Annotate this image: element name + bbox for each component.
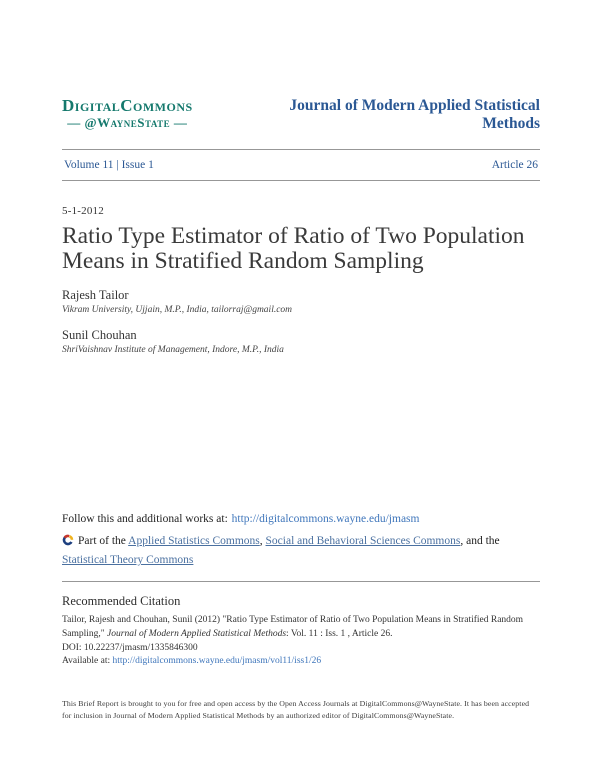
part-of-line: Part of the Applied Statistics Commons , … [62, 532, 540, 570]
article-number-label: Article 26 [491, 158, 538, 171]
volume-issue-label: Volume 11 | Issue 1 [64, 158, 154, 171]
journal-title: Journal of Modern Applied Statistical Me… [289, 97, 540, 133]
author-affiliation: Vikram University, Ujjain, M.P., India, … [62, 305, 293, 316]
recommended-citation-heading: Recommended Citation [62, 594, 181, 609]
footer-note: This Brief Report is brought to you for … [62, 699, 530, 721]
available-at-link[interactable]: http://digitalcommons.wayne.edu/jmasm/vo… [112, 656, 322, 667]
author-name: Rajesh Tailor [62, 288, 129, 303]
repository-link[interactable]: http://digitalcommons.wayne.edu/jmasm [231, 513, 420, 526]
logo-line-waynestate: — @WayneState — [67, 114, 188, 130]
citation-part2: : Vol. 11 : Iss. 1 , Article 26. [286, 628, 393, 639]
digitalcommons-logo: DigitalCommons — @WayneState — [62, 97, 193, 129]
available-at-label: Available at: [62, 656, 113, 667]
available-at-line: Available at: http://digitalcommons.wayn… [62, 655, 540, 669]
separator: , [259, 535, 266, 548]
separator: , and the [460, 535, 500, 548]
issue-bar: Volume 11 | Issue 1 Article 26 [62, 148, 540, 181]
follow-line: Follow this and additional works at: htt… [62, 513, 540, 525]
follow-section: Follow this and additional works at: htt… [62, 513, 540, 570]
logo-line-digitalcommons: DigitalCommons [62, 96, 193, 115]
masthead: DigitalCommons — @WayneState — Journal of… [62, 97, 540, 134]
doi-line: DOI: 10.22237/jmasm/1335846300 [62, 642, 198, 653]
commons-link-statistical-theory[interactable]: Statistical Theory Commons [62, 554, 194, 567]
author-block: Sunil Chouhan ShriVaishnav Institute of … [62, 328, 540, 355]
author-block: Rajesh Tailor Vikram University, Ujjain,… [62, 288, 540, 315]
commons-link-social-behavioral[interactable]: Social and Behavioral Sciences Commons [265, 535, 461, 548]
author-affiliation: ShriVaishnav Institute of Management, In… [62, 345, 284, 356]
commons-network-icon [62, 534, 74, 546]
article-title: Ratio Type Estimator of Ratio of Two Pop… [62, 222, 525, 275]
citation-journal-name: Journal of Modern Applied Statistical Me… [107, 628, 287, 639]
citation-part1: Tailor, Rajesh and Chouhan, Sunil (2012)… [62, 615, 524, 639]
publication-date: 5-1-2012 [62, 204, 104, 217]
author-name: Sunil Chouhan [62, 328, 137, 343]
follow-label: Follow this and additional works at: [62, 513, 231, 526]
section-divider [62, 581, 540, 583]
citation-text: Tailor, Rajesh and Chouhan, Sunil (2012)… [62, 614, 540, 642]
commons-link-applied-statistics[interactable]: Applied Statistics Commons [128, 535, 260, 548]
part-of-label: Part of the [78, 535, 129, 548]
